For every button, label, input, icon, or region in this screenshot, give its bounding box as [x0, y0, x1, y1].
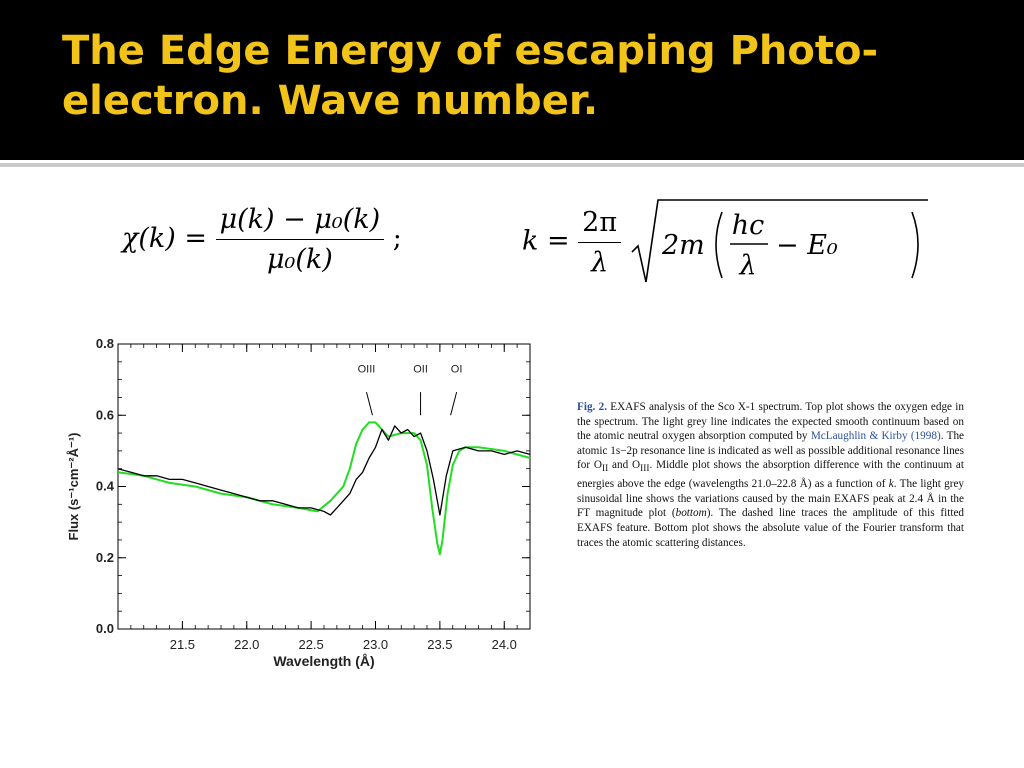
series-layer [117, 421, 531, 556]
sqrt-radical: 2m hc λ − E₀ [630, 196, 930, 288]
y-tick-label: 0.0 [96, 621, 114, 636]
k-coef-den: λ [591, 246, 609, 278]
line-label-oiii: OIII [358, 364, 376, 376]
k-equation: k = 2π λ 2m hc λ − E₀ [522, 196, 930, 288]
caption-sub-iii: III [640, 464, 650, 475]
observed-spectrum-line [117, 425, 531, 516]
caption-text-3: and O [608, 459, 641, 472]
caption-sub-ii: II [601, 464, 609, 475]
x-tick-label: 24.0 [492, 637, 517, 652]
figure-caption: Fig. 2. EXAFS analysis of the Sco X-1 sp… [577, 400, 964, 550]
k-coefficient: 2π λ [578, 207, 622, 278]
caption-fig-label: Fig. 2. [577, 401, 607, 413]
chi-denominator: μ₀(k) [266, 244, 333, 275]
caption-text-4: . Middle plot shows the absorption diffe… [577, 459, 964, 491]
k-inner-minus: − E₀ [776, 230, 838, 261]
sqrt-sign-icon: 2m hc λ − E₀ [631, 199, 928, 283]
line-marker [366, 391, 373, 416]
flux-chart: 21.5 22.0 22.5 23.0 23.5 24.00.00.20.40.60.8 … [66, 336, 531, 669]
axis-ticks [117, 343, 531, 630]
k-inner-den: λ [738, 250, 756, 281]
x-tick-label: 23.0 [363, 637, 388, 652]
y-tick-label: 0.8 [96, 336, 114, 351]
caption-k-italic: k [888, 478, 894, 491]
caption-text-6: ). The dashed line traces the amplitude … [577, 507, 964, 549]
model-continuum-line [117, 421, 531, 556]
k-inner-prefix: 2m [661, 230, 705, 261]
y-tick-label: 0.4 [96, 479, 115, 494]
y-axis-label: Flux (s⁻¹cm⁻²Å⁻¹) [66, 433, 81, 541]
plot-frame [117, 343, 531, 630]
x-tick-label: 22.0 [234, 637, 259, 652]
plot-border [117, 343, 531, 630]
line-label-oii: OII [413, 364, 428, 376]
x-tick-label: 22.5 [298, 637, 323, 652]
title-divider [0, 163, 1024, 167]
x-tick-label: 23.5 [427, 637, 452, 652]
slide-title: The Edge Energy of escaping Photo-electr… [62, 28, 879, 124]
y-tick-label: 0.2 [96, 550, 114, 565]
tick-labels: 21.5 22.0 22.5 23.0 23.5 24.0 0.0 0.2 0.4 0.6 0.8 [96, 336, 517, 652]
caption-reference-link[interactable]: McLaughlin & Kirby (1998) [810, 430, 941, 443]
chi-equation: χ(k) = μ(k) − μ₀(k) μ₀(k) ; [122, 204, 402, 275]
k-coef-num: 2π [578, 207, 622, 243]
y-tick-label: 0.6 [96, 407, 114, 422]
line-marker [450, 391, 458, 416]
title-bar: The Edge Energy of escaping Photo-electr… [0, 0, 1024, 160]
caption-text-5: . The light grey sinusoidal line shows t… [577, 478, 964, 520]
k-inner-num: hc [731, 210, 764, 241]
x-axis-label: Wavelength (Å) [273, 653, 374, 669]
caption-text-1: EXAFS analysis of the Sco X-1 spectrum. … [577, 401, 964, 443]
line-label-oi: OI [451, 364, 463, 376]
caption-bottom-italic: bottom [675, 507, 707, 520]
k-lhs: k = [522, 225, 570, 257]
x-tick-label: 21.5 [170, 637, 195, 652]
chi-numerator: μ(k) − μ₀(k) [215, 204, 385, 240]
annotation-layer: OIII OII OI [358, 364, 463, 416]
chi-fraction: μ(k) − μ₀(k) μ₀(k) [215, 204, 385, 275]
caption-text-2: . The atomic 1s−2p resonance line is ind… [577, 430, 965, 472]
chi-terminator: ; [392, 223, 402, 254]
chi-lhs: χ(k) = [122, 223, 207, 254]
